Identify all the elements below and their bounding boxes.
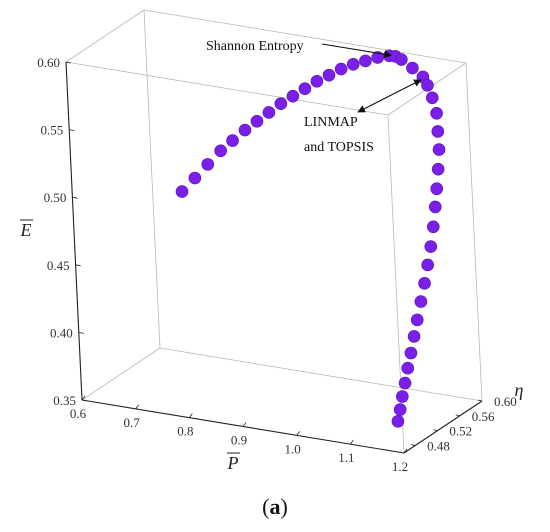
x-tick-mark	[81, 395, 86, 401]
x-tick-label: 0.6	[70, 406, 87, 421]
scatter-3d-chart: 0.60.70.80.91.01.11.20.480.520.560.600.3…	[20, 9, 524, 474]
y-tick-mark	[411, 444, 416, 446]
box-edge	[65, 61, 389, 116]
data-point	[391, 415, 405, 428]
z-tick-label: 0.40	[50, 325, 73, 340]
data-point	[359, 54, 372, 68]
y-tick-label: 0.48	[427, 439, 450, 454]
data-point	[188, 171, 202, 185]
axis-ticks: 0.60.70.80.91.01.11.20.480.520.560.600.3…	[37, 55, 517, 474]
data-point	[398, 376, 412, 390]
data-point	[250, 114, 264, 128]
z-tick-label: 0.55	[40, 123, 63, 138]
data-point	[414, 295, 428, 308]
data-point	[406, 61, 419, 75]
y-tick-label: 0.60	[494, 394, 517, 409]
x-tick-mark	[296, 431, 300, 436]
data-point	[298, 82, 312, 96]
data-point	[201, 158, 215, 171]
z-tick-mark	[72, 196, 78, 199]
z-tick-label: 0.35	[53, 393, 76, 408]
y-tick-mark	[455, 414, 460, 417]
z-tick-mark	[75, 264, 81, 267]
data-point	[274, 97, 288, 110]
annotation-shannon: Shannon Entropy	[206, 39, 304, 54]
x-axis-title: P	[227, 453, 239, 473]
data-point	[346, 57, 360, 71]
arrow-shannon	[321, 43, 393, 58]
z-tick-label: 0.50	[44, 190, 67, 205]
data-point	[426, 220, 440, 234]
data-point	[310, 74, 324, 88]
data-point	[430, 182, 444, 196]
data-point	[393, 403, 407, 416]
data-point	[214, 144, 227, 158]
z-tick-mark	[81, 399, 88, 402]
axis-titles: E Pη	[20, 219, 524, 473]
y-axis-line	[403, 400, 483, 454]
z-axis-title: E	[20, 220, 32, 240]
z-tick-label: 0.60	[37, 55, 60, 70]
panel-letter: a	[269, 494, 281, 519]
box-edge	[65, 9, 145, 63]
data-points	[175, 49, 446, 428]
data-point	[431, 125, 445, 138]
x-tick-label: 0.8	[177, 424, 193, 439]
box-edge	[143, 9, 467, 64]
x-tick-label: 1.0	[285, 441, 301, 456]
y-tick-label: 0.52	[449, 424, 472, 439]
box-edge	[81, 347, 161, 401]
annotations: Shannon Entropy LINMAP and TOPSIS	[206, 39, 422, 155]
y-tick-label: 0.56	[472, 409, 495, 424]
data-point	[425, 91, 439, 105]
data-point	[404, 346, 418, 360]
x-tick-mark	[350, 439, 354, 445]
z-axis-line	[65, 61, 83, 401]
data-point	[431, 162, 445, 176]
data-point	[226, 134, 239, 147]
z-tick-mark	[78, 332, 84, 334]
data-point	[432, 143, 446, 156]
data-point	[421, 79, 434, 92]
data-point	[430, 107, 443, 120]
data-point	[421, 258, 434, 272]
data-point	[407, 330, 421, 343]
data-point	[322, 68, 336, 82]
x-tick-label: 0.7	[124, 415, 141, 430]
z-tick-mark	[65, 61, 72, 64]
data-point	[428, 200, 442, 214]
x-tick-mark	[403, 448, 408, 454]
data-point	[401, 361, 415, 375]
data-point	[395, 53, 408, 66]
box-edge	[159, 347, 483, 402]
y-tick-mark	[433, 429, 438, 432]
data-point	[286, 89, 300, 103]
x-tick-label: 1.1	[338, 450, 354, 465]
box-edge	[143, 9, 161, 349]
annotation-linmap: LINMAP	[304, 115, 358, 130]
annotation-topsis: and TOPSIS	[304, 140, 374, 155]
x-tick-label: 0.9	[231, 433, 247, 448]
data-point	[238, 123, 252, 137]
data-point	[262, 106, 276, 119]
arrow-linmap	[357, 79, 422, 113]
data-point	[334, 62, 348, 76]
data-point	[424, 240, 438, 253]
y-tick-mark	[477, 399, 483, 402]
z-tick-label: 0.45	[47, 258, 70, 273]
x-tick-label: 1.2	[392, 459, 408, 474]
data-point	[396, 390, 409, 403]
z-tick-mark	[69, 129, 75, 131]
x-tick-mark	[189, 413, 193, 418]
data-point	[410, 313, 424, 327]
x-tick-mark	[242, 422, 247, 427]
box-edge	[465, 62, 483, 402]
data-point	[175, 185, 189, 198]
data-point	[418, 277, 431, 290]
panel-label: (a)	[262, 494, 288, 519]
y-axis-title: η	[515, 380, 524, 400]
x-tick-mark	[135, 404, 139, 410]
